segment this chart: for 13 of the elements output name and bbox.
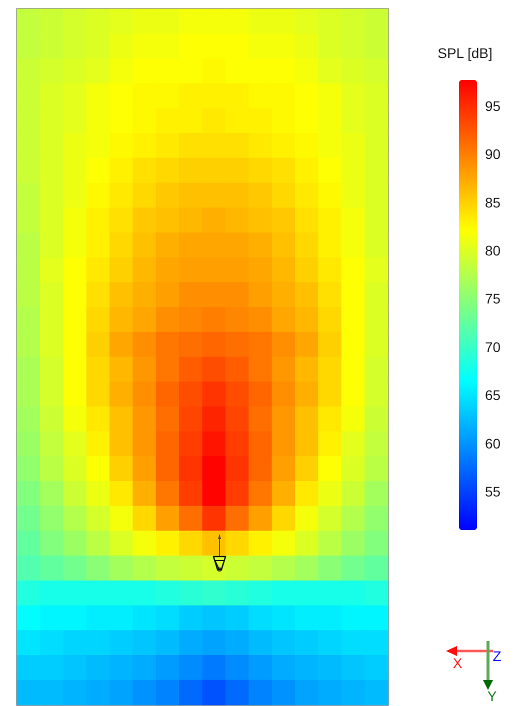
color-bar-label: 65 — [485, 387, 501, 404]
color-bar-label: 55 — [485, 483, 501, 500]
color-bar-label: 60 — [485, 435, 501, 452]
text: Y — [487, 688, 497, 704]
color-bar-label: 75 — [485, 290, 501, 307]
text: X — [452, 655, 462, 671]
text: Z — [492, 648, 502, 664]
color-bar-label: 90 — [485, 146, 501, 162]
color-bar-title: SPL [dB] — [438, 45, 492, 61]
color-bar-label: 95 — [485, 98, 501, 114]
color-bar-label: 70 — [485, 338, 501, 355]
color-bar-label: 85 — [485, 194, 501, 210]
color-bar-label: 80 — [485, 242, 501, 259]
